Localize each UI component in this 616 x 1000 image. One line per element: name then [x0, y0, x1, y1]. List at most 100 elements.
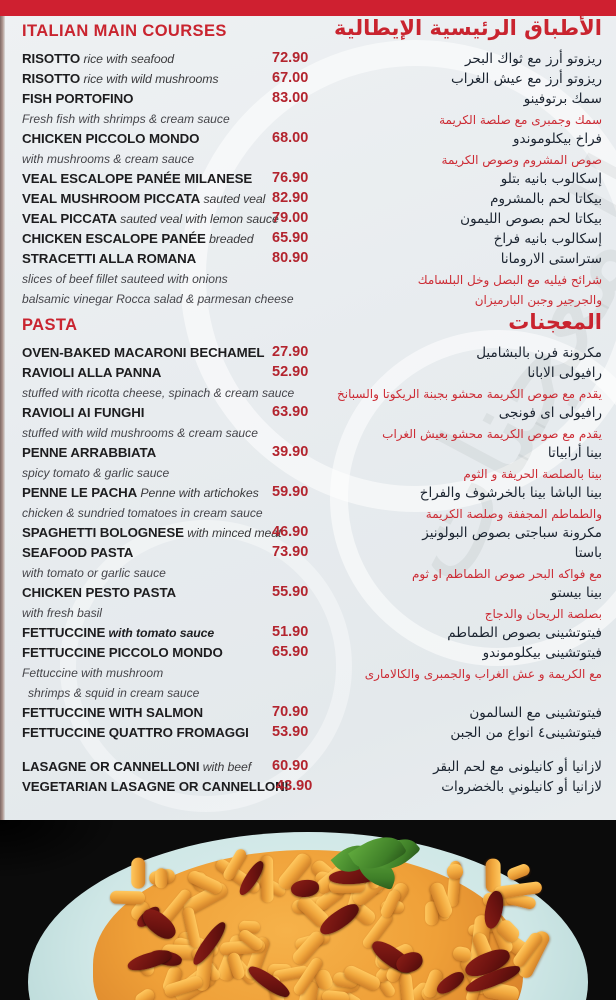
- item-price: 83.00: [272, 90, 309, 106]
- item-price: 52.90: [272, 364, 309, 380]
- item-description-en: slices of beef fillet sauteed with onion…: [22, 272, 228, 286]
- item-description-ar: والطماطم المجففة وصلصة الكريمة: [425, 507, 602, 521]
- item-name-ar: مكرونة سباجتى بصوص البولونيز: [422, 525, 602, 541]
- item-name-en: RISOTTO rice with seafood: [22, 51, 175, 66]
- item-description-ar: يقدم مع صوص الكريمة محشو بعيش الغراب: [382, 427, 602, 441]
- item-name-ar: فيتوتشينى بصوص الطماطم: [447, 625, 602, 641]
- item-name-en: PENNE LE PACHA Penne with artichokes: [22, 485, 259, 500]
- section-heading-en: ITALIAN MAIN COURSES: [22, 22, 227, 40]
- menu-description-row: spicy tomato & garlic sauce بينا بالصلصة …: [0, 464, 616, 484]
- item-name-ar: بيكاتا لحم بصوص الليمون: [460, 211, 602, 227]
- item-price: 80.90: [272, 250, 309, 266]
- item-subtitle-en: with minced meat: [183, 526, 282, 540]
- item-name-en: VEAL MUSHROOM PICCATA sauted veal: [22, 191, 266, 206]
- item-name-en: VEGETARIAN LASAGNE OR CANNELLONI: [22, 779, 289, 794]
- item-price: 59.90: [272, 484, 309, 500]
- item-name-ar: رافيولى الابانا: [527, 365, 602, 381]
- item-price: 55.90: [272, 584, 309, 600]
- item-name-ar: ريزوتو أرز مع عيش الغراب: [451, 71, 602, 87]
- menu-item-row: PENNE ARRABBIATA 39.90 بينا أرابياتا: [0, 444, 616, 464]
- section-heading-italian-main-courses: ITALIAN MAIN COURSES الأطباق الرئيسية الإ…: [0, 16, 616, 50]
- menu-item-row: FETTUCCINE QUATTRO FROMAGGI 53.90 فيتوتشين…: [0, 724, 616, 744]
- item-name-en: FETTUCCINE PICCOLO MONDO: [22, 645, 223, 660]
- item-name-ar: ريزوتو أرز مع ثواك البحر: [464, 51, 602, 67]
- item-name-en: VEAL ESCALOPE PANÉE MILANESE: [22, 171, 253, 186]
- item-name-en: FISH PORTOFINO: [22, 91, 134, 106]
- menu-item-row: SPAGHETTI BOLOGNESE with minced meat 46.9…: [0, 524, 616, 544]
- section-heading-en: PASTA: [22, 316, 78, 334]
- section-heading-pasta: PASTA المعجنات: [0, 310, 616, 344]
- item-price: 39.90: [272, 444, 309, 460]
- item-description-en: with mushrooms & cream sauce: [22, 152, 195, 166]
- menu-item-row: VEGETARIAN LASAGNE OR CANNELLONI 43.90 لاز…: [0, 778, 616, 798]
- item-name-en: SEAFOOD PASTA: [22, 545, 134, 560]
- pasta-piece: [505, 862, 532, 882]
- food-photo: [0, 820, 616, 1000]
- item-price: 60.90: [272, 758, 309, 774]
- item-subtitle-en: sauted veal with lemon sauce: [116, 212, 279, 226]
- item-price: 51.90: [272, 624, 309, 640]
- item-subtitle-en: rice with seafood: [80, 52, 175, 66]
- menu-item-row: OVEN-BAKED MACARONI BECHAMEL 27.90 مكرونة …: [0, 344, 616, 364]
- item-name-en: LASAGNE OR CANNELLONI with beef: [22, 759, 252, 774]
- menu-item-row: VEAL PICCATA sauted veal with lemon sauc…: [0, 210, 616, 230]
- item-name-en: CHICKEN PICCOLO MONDO: [22, 131, 200, 146]
- item-name-en: FETTUCCINE QUATTRO FROMAGGI: [22, 725, 249, 740]
- item-name-ar: بينا الباشا بينا بالخرشوف والفراخ: [419, 485, 602, 501]
- item-subtitle-en: breaded: [205, 232, 254, 246]
- item-name-ar: لازانيا أو كانيلوني بالخضروات: [441, 779, 602, 795]
- item-subtitle-en: Penne with artichokes: [137, 486, 259, 500]
- menu-item-row: RAVIOLI ALLA PANNA 52.90 رافيولى الابانا: [0, 364, 616, 384]
- menu-item-row: PENNE LE PACHA Penne with artichokes 59.9…: [0, 484, 616, 504]
- item-name-ar: بينا أرابياتا: [547, 445, 602, 461]
- menu-description-row: shrimps & squid in cream sauce: [0, 684, 616, 704]
- item-description-ar: مع الكريمة و عش الغراب والجمبرى والكالام…: [364, 667, 602, 681]
- item-subtitle-en: rice with wild mushrooms: [80, 72, 219, 86]
- pasta-piece: [155, 868, 168, 889]
- menu-item-row: STRACETTI ALLA ROMANA 80.90 ستراستى الاروم…: [0, 250, 616, 270]
- item-name-ar: بيكاتا لحم بالمشروم: [490, 191, 602, 207]
- item-price: 67.00: [272, 70, 309, 86]
- item-description-en: Fettuccine with mushroom: [22, 666, 164, 680]
- menu-item-row: RISOTTO rice with seafood 72.90 ريزوتو أرز…: [0, 50, 616, 70]
- menu-item-row: CHICKEN PESTO PASTA 55.90 بينا بيستو: [0, 584, 616, 604]
- item-name-ar: سمك برتوفينو: [523, 91, 602, 107]
- item-name-ar: إسكالوب بانيه فراخ: [493, 231, 602, 247]
- menu-item-row: FISH PORTOFINO 83.00 سمك برتوفينو: [0, 90, 616, 110]
- item-price: 65.90: [272, 644, 309, 660]
- menu-description-row: balsamic vinegar Rocca salad & parmesan …: [0, 290, 616, 310]
- item-name-en: VEAL PICCATA sauted veal with lemon sauc…: [22, 211, 279, 226]
- menu-content: ITALIAN MAIN COURSES الأطباق الرئيسية الإ…: [0, 16, 616, 820]
- menu-item-row: LASAGNE OR CANNELLONI with beef 60.90 لازا…: [0, 758, 616, 778]
- spacer: [0, 744, 616, 758]
- item-name-ar: باستا: [574, 545, 602, 561]
- item-price: 46.90: [272, 524, 309, 540]
- item-name-en: CHICKEN ESCALOPE PANÉE breaded: [22, 231, 254, 246]
- item-price: 43.90: [276, 778, 313, 794]
- item-price: 68.00: [272, 130, 309, 146]
- item-name-ar: فيتوتشينى مع السالمون: [469, 705, 602, 721]
- section-heading-ar: المعجنات: [508, 310, 602, 334]
- item-description-en: with fresh basil: [22, 606, 102, 620]
- left-binding-edge: [0, 16, 5, 820]
- item-name-en: PENNE ARRABBIATA: [22, 445, 157, 460]
- item-name-en: RAVIOLI ALLA PANNA: [22, 365, 162, 380]
- menu-item-row: CHICKEN PICCOLO MONDO 68.00 فراخ بيكلوموند…: [0, 130, 616, 150]
- item-description-en: balsamic vinegar Rocca salad & parmesan …: [22, 292, 294, 306]
- item-description-ar: يقدم مع صوص الكريمة محشو بجبنة الريكوتا …: [337, 387, 602, 401]
- menu-item-row: FETTUCCINE PICCOLO MONDO 65.90 فيتوتشينى ب…: [0, 644, 616, 664]
- item-name-ar: إسكالوب بانيه بتلو: [500, 171, 602, 187]
- menu-description-row: stuffed with wild mushrooms & cream sauc…: [0, 424, 616, 444]
- menu-item-row: CHICKEN ESCALOPE PANÉE breaded 65.90 إسكال…: [0, 230, 616, 250]
- menu-description-row: chicken & sundried tomatoes in cream sau…: [0, 504, 616, 524]
- item-price: 27.90: [272, 344, 309, 360]
- item-name-en: STRACETTI ALLA ROMANA: [22, 251, 197, 266]
- pasta-piece: [110, 890, 146, 905]
- pasta-piece: [130, 858, 146, 889]
- item-description-ar: سمك وجمبرى مع صلصة الكريمة: [439, 113, 602, 127]
- item-name-ar: بينا بيستو: [550, 585, 602, 601]
- menu-description-row: stuffed with ricotta cheese, spinach & c…: [0, 384, 616, 404]
- item-name-ar: لازانيا أو كانيلونى مع لحم البقر: [433, 759, 602, 775]
- menu-item-row: VEAL ESCALOPE PANÉE MILANESE 76.90 إسكالوب…: [0, 170, 616, 190]
